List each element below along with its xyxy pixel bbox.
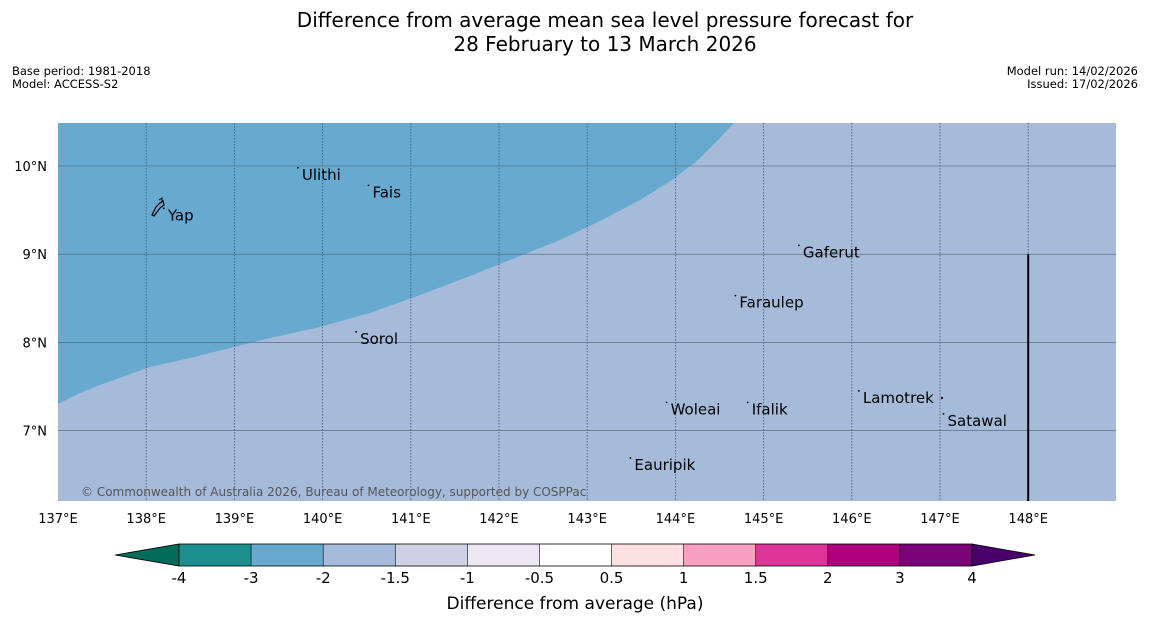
place-marker <box>665 401 668 404</box>
place-marker <box>297 166 299 169</box>
place-label-yap: Yap <box>167 206 194 224</box>
yap-island-shape <box>151 197 165 217</box>
place-marker <box>629 457 632 459</box>
colorbar-tick-label: -1 <box>460 569 475 587</box>
lon-label: 146°E <box>832 512 872 527</box>
model-run: Model run: 14/02/2026 <box>1006 64 1138 78</box>
place-marker <box>942 412 945 415</box>
lon-label: 143°E <box>567 512 607 527</box>
colorbar-label: Difference from average (hPa) <box>446 594 704 614</box>
colorbar-tick-label: -4 <box>172 569 187 587</box>
small-island-dot <box>940 396 944 400</box>
lon-label: 137°E <box>38 512 78 527</box>
meta-right: Model run: 14/02/2026 Issued: 17/02/2026 <box>1007 65 1138 91</box>
colorbar-swatch <box>683 544 756 566</box>
below-minus-2-region <box>58 123 734 404</box>
colorbar-tick-label: -0.5 <box>525 569 554 587</box>
copyright-text: © Commonwealth of Australia 2026, Bureau… <box>81 485 586 499</box>
chart-title: Difference from average mean sea level p… <box>0 8 1150 56</box>
place-label-gaferut: Gaferut <box>803 243 860 261</box>
colorbar-under-arrow <box>114 543 180 567</box>
lon-label: 145°E <box>744 512 784 527</box>
issued-date: Issued: 17/02/2026 <box>1027 77 1138 91</box>
longitude-labels: 137°E 138°E 139°E 140°E 141°E 142°E 143°E 144°E… <box>38 512 1048 527</box>
lon-label: 142°E <box>479 512 519 527</box>
place-label-faraulep: Faraulep <box>739 294 803 312</box>
colorbar-swatch <box>899 544 972 566</box>
lat-label: 7°N <box>23 425 48 440</box>
base-period: Base period: 1981-2018 <box>12 64 151 78</box>
place-marker <box>734 294 737 297</box>
lon-label: 141°E <box>391 512 431 527</box>
place-label-ifalik: Ifalik <box>752 400 788 418</box>
colorbar-tick-label: 1.5 <box>744 569 768 587</box>
lon-label: 140°E <box>303 512 343 527</box>
title-line-2: 28 February to 13 March 2026 <box>453 32 757 56</box>
colorbar-swatch <box>467 544 540 566</box>
model-name: Model: ACCESS-S2 <box>12 77 119 91</box>
lat-label: 8°N <box>23 336 48 351</box>
colorbar-swatch <box>251 544 324 566</box>
colorbar-over-arrow <box>971 543 1036 567</box>
colorbar-swatch <box>539 544 612 566</box>
colorbar-tick-label: -2 <box>316 569 331 587</box>
colorbar-outline <box>178 543 973 567</box>
place-label-satawal: Satawal <box>948 412 1007 430</box>
lon-label: 144°E <box>656 512 696 527</box>
meta-left: Base period: 1981-2018 Model: ACCESS-S2 <box>12 65 151 91</box>
place-marker <box>162 207 165 210</box>
colorbar-swatch <box>755 544 828 566</box>
colorbar-swatch <box>611 544 684 566</box>
place-marker <box>797 244 800 247</box>
place-label-woleai: Woleai <box>671 400 721 418</box>
colorbar-tick-label: 1 <box>679 569 689 587</box>
place-label-lamotrek: Lamotrek <box>863 389 934 407</box>
place-label-eauripik: Eauripik <box>634 456 695 474</box>
colorbar-tick-label: 2 <box>823 569 833 587</box>
lat-label: 9°N <box>23 248 48 263</box>
place-label-ulithi: Ulithi <box>302 166 341 184</box>
place-label-sorol: Sorol <box>360 330 398 348</box>
lat-label: 10°N <box>14 160 47 175</box>
colorbar-tick-label: -3 <box>244 569 259 587</box>
lon-label: 148°E <box>1008 512 1048 527</box>
lon-label: 139°E <box>215 512 255 527</box>
title-line-1: Difference from average mean sea level p… <box>296 8 914 32</box>
colorbar-swatch <box>179 544 252 566</box>
colorbar-tick-label: 4 <box>967 569 977 587</box>
lon-label: 138°E <box>126 512 166 527</box>
colorbar-tick-label: -1.5 <box>381 569 410 587</box>
latitude-labels: 10°N 9°N 8°N 7°N <box>14 160 47 440</box>
colorbar-tick-label: 3 <box>895 569 905 587</box>
colorbar-swatch <box>323 544 396 566</box>
place-labels: Yap Ulithi Fais Gaferut Faraulep Sorol Lamotre… <box>162 166 1007 474</box>
place-marker <box>355 330 358 333</box>
colorbar-swatch <box>827 544 900 566</box>
place-marker <box>746 401 749 404</box>
colorbar-tick-label: 0.5 <box>600 569 624 587</box>
lon-label: 147°E <box>920 512 960 527</box>
colorbar: -4 -3 -2 -1.5 -1 -0.5 0.5 1 1.5 2 3 4 <box>114 543 1036 587</box>
graticule <box>58 123 1116 501</box>
place-label-fais: Fais <box>372 183 401 201</box>
place-marker <box>367 184 370 187</box>
colorbar-swatch <box>395 544 468 566</box>
place-marker <box>857 390 860 392</box>
